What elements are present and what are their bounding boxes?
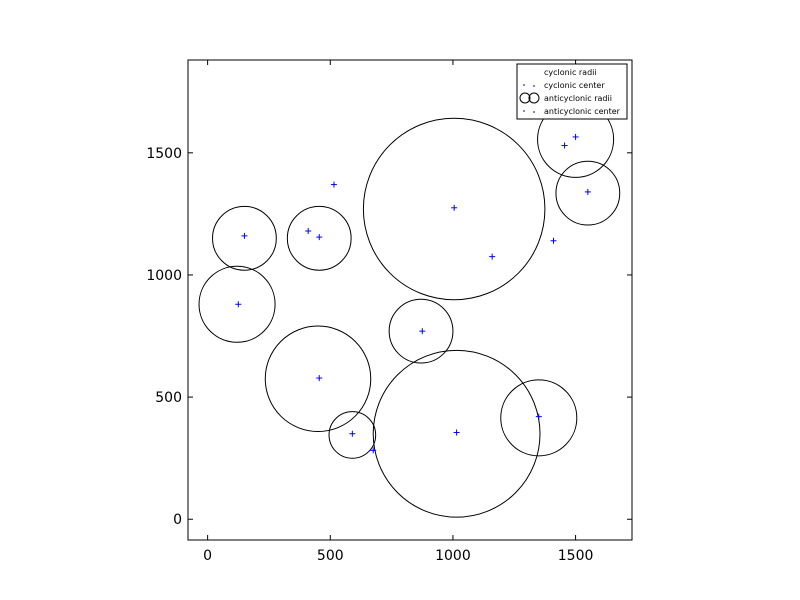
legend-marker-anticyclonic-center [523,110,535,113]
anticyclonic-radius-circle [372,349,541,518]
eddy-centers-layer [235,133,591,454]
cyclonic-center-marker [305,227,312,234]
anticyclonic-radius-circle [198,265,276,343]
anticyclonic-center-marker [235,301,242,308]
anticyclonic-center-marker [419,328,426,335]
cyclonic-radius-circle [516,205,586,276]
anticyclonic-radius-circle [362,117,546,301]
y-tick-label: 0 [173,512,182,528]
anticyclonic-center-marker [241,232,248,239]
anticyclonic-center-marker [349,430,356,437]
legend: cyclonic radii cyclonic center anticycloni… [516,63,628,120]
legend-marker-cyclonic-radii [519,66,540,78]
cyclonic-radius-circle [251,178,361,288]
anticyclonic-center-marker [535,413,542,420]
anticyclonic-center-marker [572,133,579,140]
x-axis-ticks: 0 500 1000 1500 [203,60,593,564]
anticyclonic-center-marker [316,375,323,382]
y-tick-label: 1500 [146,146,182,162]
legend-box [516,63,628,120]
cyclonic-center-marker [561,142,568,149]
x-tick-label: 1000 [435,548,471,564]
legend-label: anticyclonic radii [544,94,612,103]
anticyclonic-center-marker [584,188,591,195]
anticyclonic-center-marker [451,204,458,211]
cyclonic-center-marker [370,447,377,454]
anticyclonic-radius-circle [212,205,277,271]
legend-marker-anticyclonic-radii [519,92,540,104]
anticyclonic-radius-circle [500,379,578,457]
anticyclonic-radius-circle [388,298,454,364]
y-tick-label: 1000 [146,268,182,284]
anticyclonic-radius-circle [286,205,352,271]
legend-label: anticyclonic center [544,107,621,116]
anticyclonic-radius-circle [555,160,621,226]
cyclonic-radius-circle [435,200,550,315]
anticyclonic-radius-circle [264,325,372,433]
x-tick-label: 0 [203,548,212,564]
legend-label: cyclonic radii [544,68,597,77]
x-tick-label: 1500 [558,548,594,564]
anticyclonic-center-marker [453,429,460,436]
x-tick-label: 500 [317,548,344,564]
anticyclonic-center-marker [316,234,323,241]
anticyclonic-radius-circle [328,411,377,459]
legend-marker-cyclonic-center [523,84,535,87]
eddy-circles-layer [198,93,621,518]
cyclonic-center-marker [330,181,337,188]
y-tick-label: 500 [155,390,182,406]
cyclonic-center-marker [550,237,557,244]
cyclonic-radius-circle [270,122,395,247]
plot-area [188,60,632,540]
y-axis-ticks: 0 500 1000 1500 [146,146,632,528]
axes-frame [187,59,633,541]
cyclonic-center-marker [489,253,496,260]
legend-label: cyclonic center [544,81,605,90]
